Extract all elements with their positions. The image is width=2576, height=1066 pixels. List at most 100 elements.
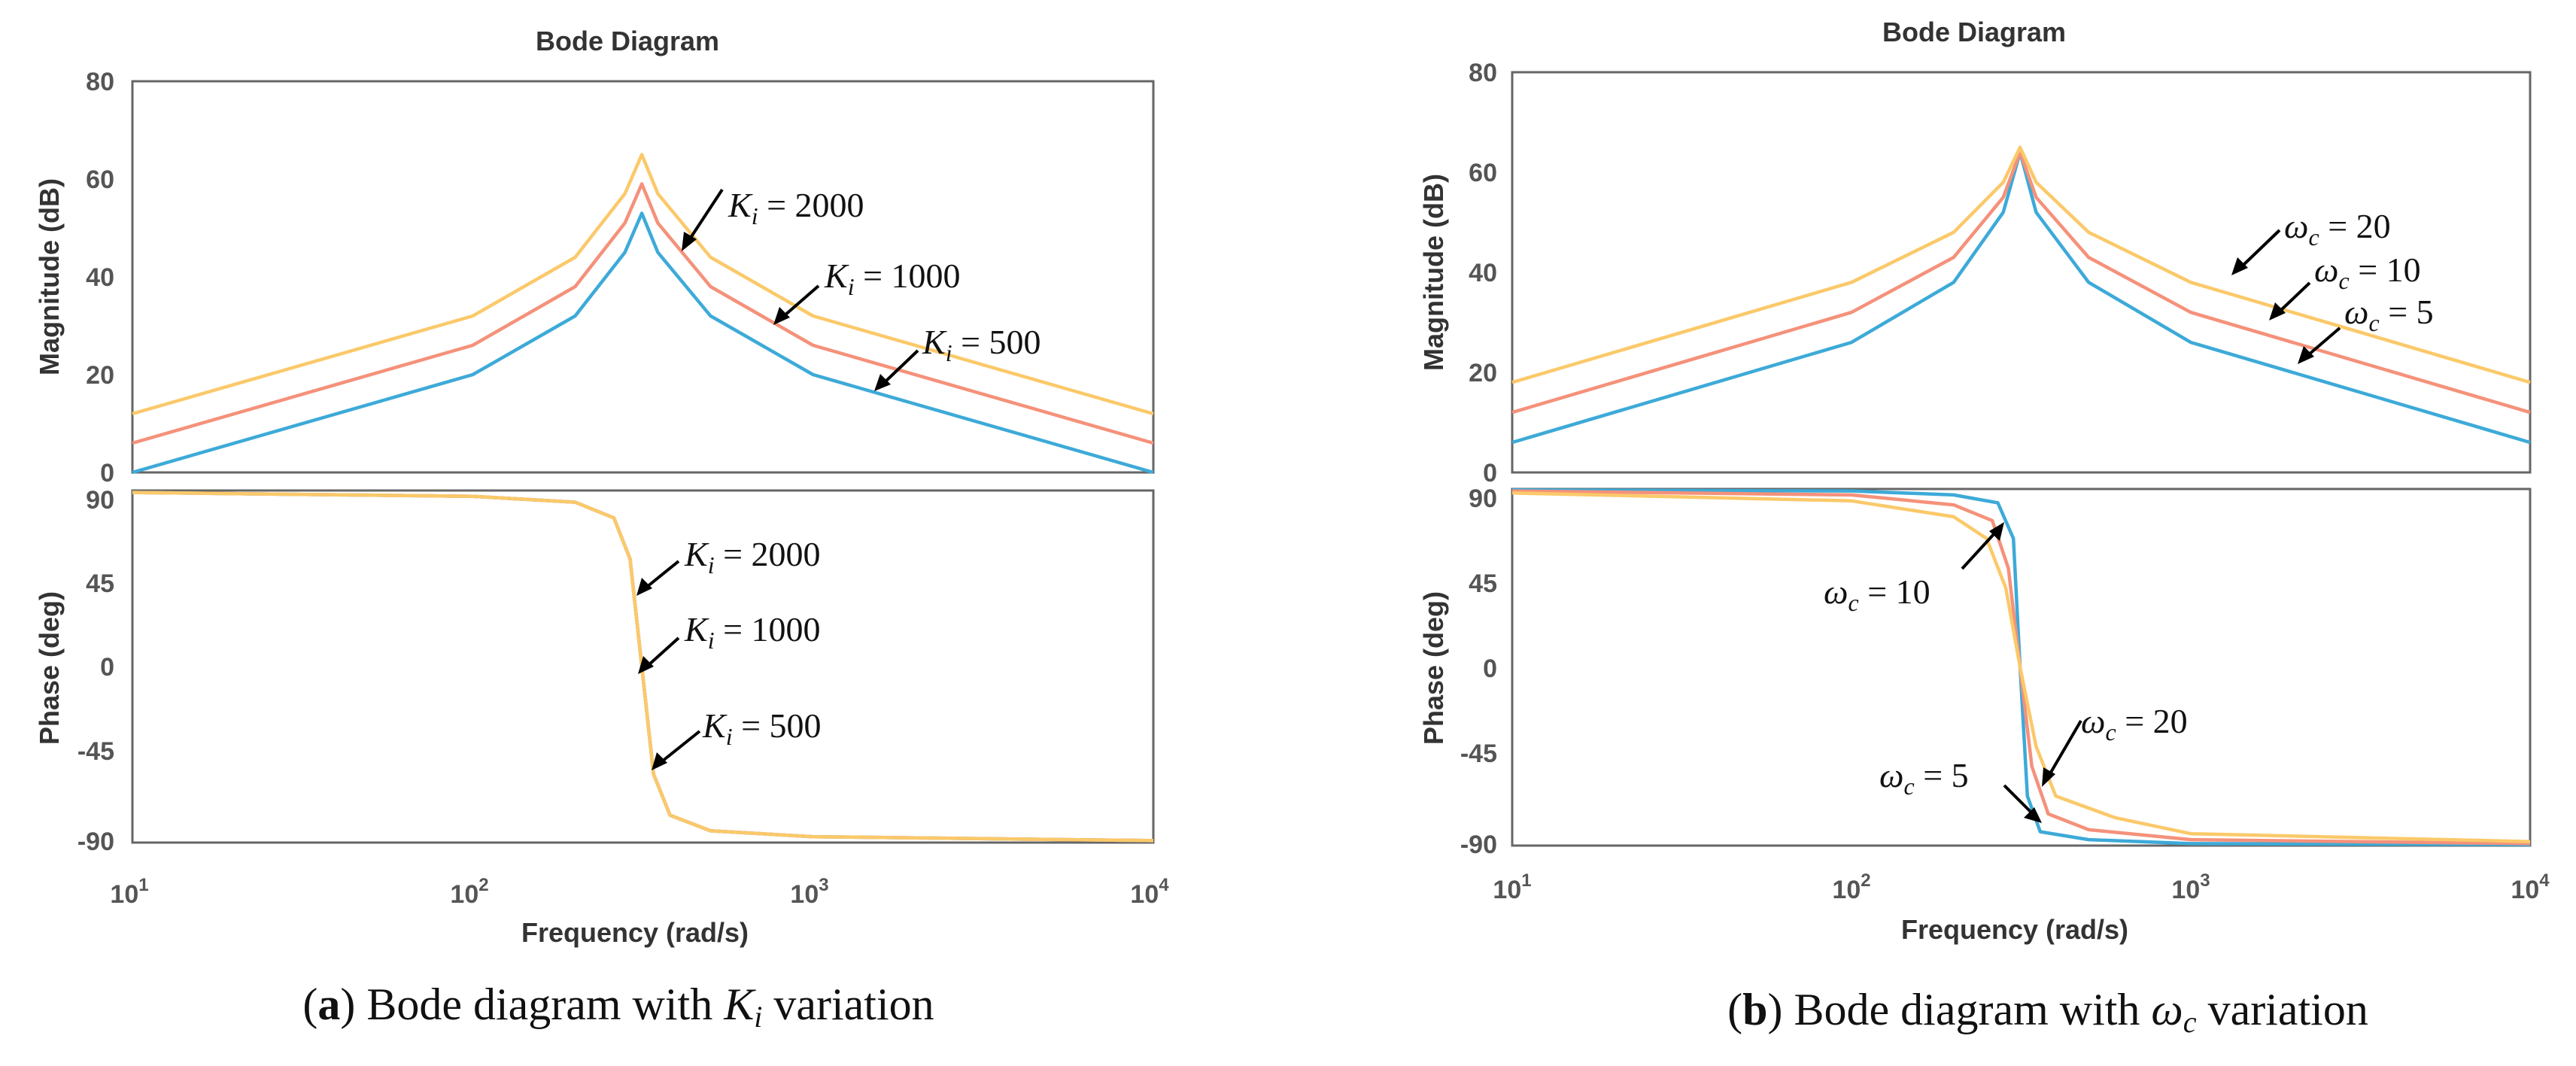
annotation-arrow [646,560,680,588]
panel-b-mag-annotation-20: ωc = 20 [2231,207,2391,275]
annotation-arrow [2307,326,2341,357]
annotation-arrowhead [2024,807,2042,823]
annotation-arrow [782,284,820,317]
panel-b-phase-ytick: 0 [1483,654,1497,683]
panel-a-xtick: 103 [790,875,828,909]
panel-b-mag-ytick: 60 [1469,159,1497,187]
annotation-arrowhead [2269,302,2286,320]
annotation-arrow [2048,719,2082,776]
panel-a-mag-annotation-500: Ki = 500 [874,323,1041,391]
annotation-arrowhead [636,578,652,596]
annotation-arrow [689,188,724,239]
panel-a-phase-yticks: 90 45 0 -45 -90 [77,486,114,856]
annotation-label: Ki = 500 [702,706,822,750]
panel-a-magnitude-series-line-2 [132,153,1154,416]
panel-b-magnitude-series-line-2 [1511,145,2531,384]
annotation-label: ωc = 10 [2314,251,2421,294]
panel-a-magnitude-curves [132,153,1154,475]
annotation-label: ωc = 20 [2081,702,2188,746]
panel-a-phase-annotation-1000: Ki = 1000 [638,610,821,674]
panel-b-magnitude-curves [1511,145,2531,445]
annotation-label: ωc = 20 [2284,207,2391,251]
annotation-arrow [661,730,701,763]
panel-b-xtick: 102 [1832,870,1870,904]
panel-a-magnitude-series-line-1 [132,182,1154,445]
panel-a-caption: (a) Bode diagram with Ki variation [302,979,934,1034]
panel-b-xtick: 101 [1493,870,1531,904]
panel-a-mag-ytick: 80 [86,68,114,96]
annotation-label: ωc = 10 [1824,572,1930,616]
panel-b-xticks: 101 102 103 104 [1493,870,2550,904]
panel-b-xtick: 104 [2511,870,2550,904]
panel-a-mag-ytick: 20 [86,361,114,390]
annotation-label: Ki = 1000 [684,610,821,654]
annotation-arrowhead [773,307,790,325]
panel-a-phase-ylabel: Phase (deg) [34,591,65,745]
panel-a-mag-ytick: 60 [86,166,114,194]
panel-b-mag-ytick: 20 [1469,359,1497,387]
panel-a-title: Bode Diagram [536,26,719,56]
panel-a-mag-annotation-2000: Ki = 2000 [682,186,864,251]
panel-b-mag-annotation-10: ωc = 10 [2269,251,2421,320]
panel-b-phase-ytick: 45 [1469,569,1497,598]
panel-a-magnitude-series-line-0 [132,211,1154,475]
annotation-label: Ki = 2000 [684,535,821,579]
panel-b-xtick: 103 [2171,870,2210,904]
panel-b-mag-annotation-5: ωc = 5 [2298,293,2434,364]
panel-b-phase-curves [1511,488,2531,846]
panel-a-phase-annotation-500: Ki = 500 [652,706,822,770]
panel-a-magnitude-yticks: 80 60 40 20 0 [86,68,114,487]
annotation-label: Ki = 500 [922,323,1041,366]
annotation-arrowhead [2231,257,2248,275]
panel-b-phase-yticks: 90 45 0 -45 -90 [1460,484,1497,859]
panel-b-phase-ytick: -45 [1460,740,1497,768]
annotation-arrowhead [682,232,697,251]
panel-a-mag-annotation-1000: Ki = 1000 [773,257,961,325]
annotation-arrow [883,349,919,384]
panel-a-magnitude-axes [131,80,1155,474]
panel-a-xtick: 104 [1130,875,1169,909]
panel-a-phase-ytick: 90 [86,486,114,515]
panel-b-magnitude-yticks: 80 60 40 20 0 [1469,59,1497,487]
panel-a-mag-ytick: 0 [100,459,114,487]
annotation-arrowhead [874,374,891,391]
panel-b-magnitude-axes [1511,71,2532,474]
panel-b-phase-annotation-20: ωc = 20 [2042,702,2188,787]
panel-b-xlabel: Frequency (rad/s) [1901,914,2128,945]
annotation-arrowhead [1989,522,2004,541]
panel-a-xlabel: Frequency (rad/s) [521,917,749,948]
panel-b-mag-ytick: 0 [1483,459,1497,487]
panel-a-phase-annotation-2000: Ki = 2000 [636,535,821,596]
panel-a-xtick: 101 [110,875,148,909]
panel-b-title: Bode Diagram [1882,17,2066,47]
annotation-label: ωc = 5 [2344,293,2434,336]
panel-b-mag-ytick: 80 [1469,59,1497,87]
panel-a-magnitude-ylabel: Magnitude (dB) [34,178,65,375]
panel-b: Bode Diagram 80 60 40 20 0 Magnitude (dB… [1418,17,2550,1039]
panel-b-phase-annotation-5: ωc = 5 [1879,756,2042,823]
annotation-arrowhead [2042,767,2055,787]
annotation-arrow [2003,784,2033,814]
annotation-arrow [1961,531,1997,570]
panel-b-magnitude-ylabel: Magnitude (dB) [1418,174,1449,371]
panel-a-xtick: 102 [450,875,488,909]
panel-a-mag-ytick: 40 [86,263,114,292]
annotation-arrow [2240,229,2281,268]
annotation-arrowhead [2298,346,2314,364]
annotation-label: Ki = 2000 [728,186,864,229]
panel-a-xticks: 101 102 103 104 [110,875,1169,909]
panel-b-phase-ytick: 90 [1469,484,1497,513]
annotation-arrowhead [652,752,667,770]
panel-b-phase-ylabel: Phase (deg) [1418,591,1449,745]
panel-a: Bode Diagram 80 60 40 20 0 Magnitude (dB… [34,26,1169,1034]
panel-b-caption: (b) Bode diagram with ωc variation [1727,985,2368,1039]
panel-a-phase-ytick: 45 [86,569,114,598]
panel-a-phase-ytick: -45 [77,737,114,766]
annotation-arrowhead [638,656,654,674]
panel-a-phase-ytick: -90 [77,828,114,856]
panel-a-phase-ytick: 0 [100,653,114,682]
annotation-arrow [647,636,680,667]
annotation-label: ωc = 5 [1879,756,1969,800]
panel-b-magnitude-series-line-1 [1511,150,2531,415]
